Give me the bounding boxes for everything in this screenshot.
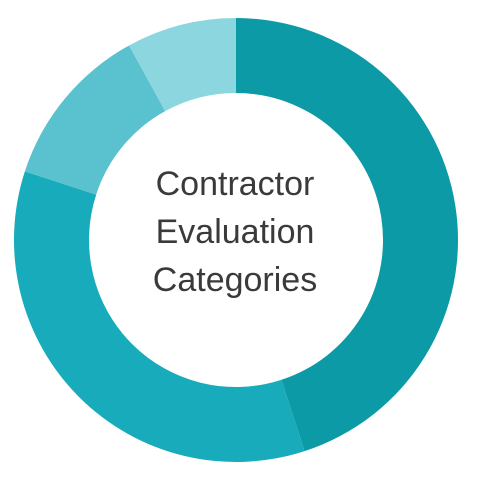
donut-segment [129,18,236,112]
donut-segment [13,171,305,462]
donut-segment [24,45,166,195]
chart-title: Contractor Evaluation Categories [152,165,318,299]
donut-segment [236,18,459,452]
